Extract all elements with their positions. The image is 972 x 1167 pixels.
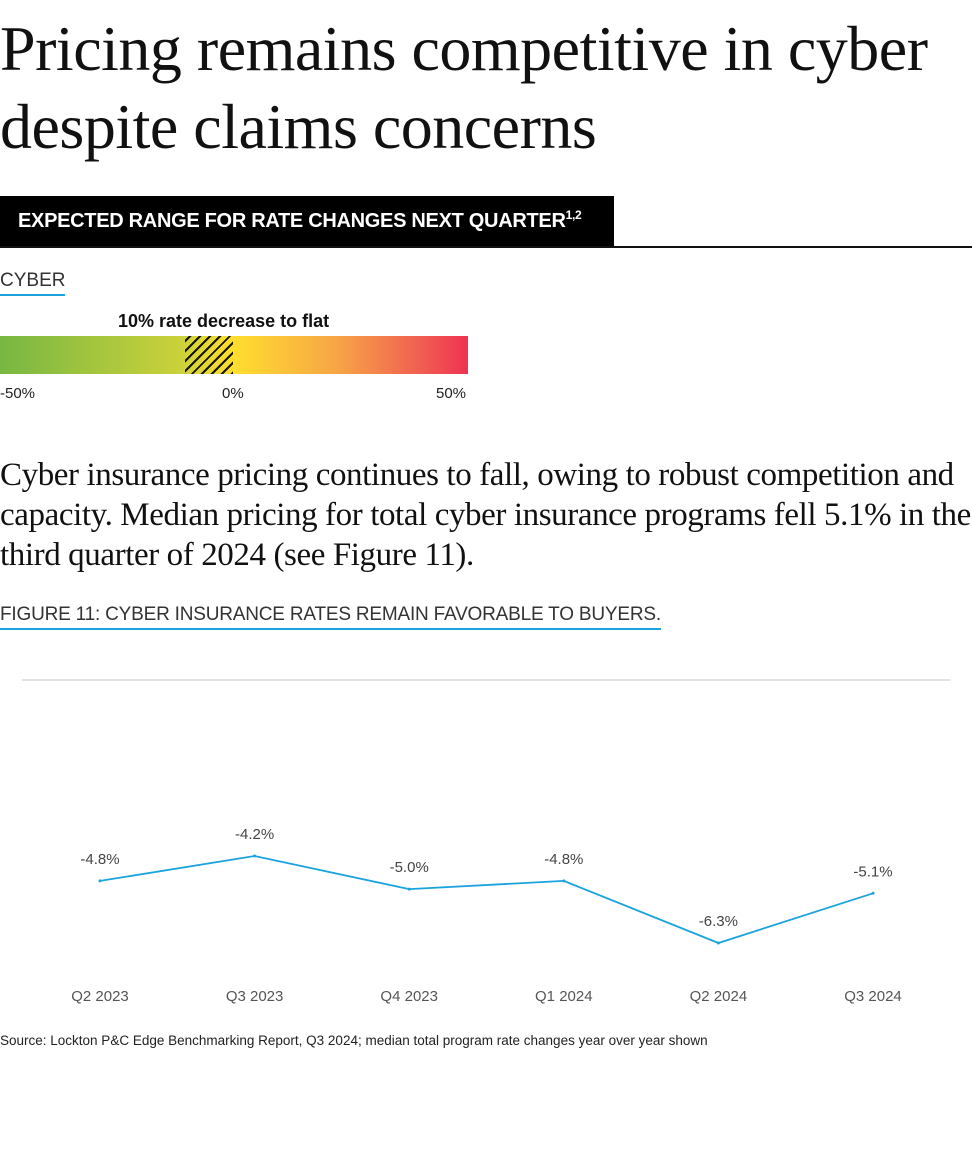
x-tick-label: Q2 2023 <box>71 988 129 1005</box>
data-label: -5.0% <box>390 859 429 876</box>
x-tick-label: Q4 2023 <box>380 988 438 1005</box>
x-tick-label: Q2 2024 <box>690 988 748 1005</box>
data-label: -5.1% <box>853 863 892 880</box>
x-tick-label: Q1 2024 <box>535 988 593 1005</box>
scale-tick-max: 50% <box>436 385 467 402</box>
section-banner: EXPECTED RANGE FOR RATE CHANGES NEXT QUA… <box>0 196 614 247</box>
data-point <box>253 854 257 858</box>
series-line <box>99 855 874 944</box>
body-paragraph: Cyber insurance pricing continues to fal… <box>0 457 971 573</box>
data-point <box>98 879 102 883</box>
scale-tick-min: -50% <box>0 385 36 402</box>
data-point <box>562 879 566 883</box>
page-title: Pricing remains competitive in cyber des… <box>0 13 928 162</box>
expected-range-hatch <box>185 336 233 374</box>
data-point <box>716 941 720 945</box>
data-label: -4.2% <box>235 826 274 843</box>
x-tick-label: Q3 2024 <box>844 988 902 1005</box>
cyber-label: CYBER <box>0 269 66 296</box>
banner-footnote-ref: 1,2 <box>565 208 582 222</box>
x-tick-label: Q3 2023 <box>226 988 284 1005</box>
data-label: -6.3% <box>699 913 738 930</box>
data-label: -4.8% <box>80 851 119 868</box>
divider-rule <box>0 246 972 248</box>
data-label: -4.8% <box>544 851 583 868</box>
data-point <box>407 887 411 891</box>
range-label: 10% rate decrease to flat <box>118 311 330 331</box>
line-chart: -4.8% -4.2% -5.0% -4.8% -6.3% -5.1% Q2 2023 Q3… <box>22 679 950 1005</box>
figure-label: FIGURE 11: CYBER INSURANCE RATES REMAIN … <box>0 603 661 630</box>
rate-gradient-bar <box>0 336 468 374</box>
banner-text: EXPECTED RANGE FOR RATE CHANGES NEXT QUA… <box>18 210 566 232</box>
source-note: Source: Lockton P&C Edge Benchmarking Re… <box>0 1033 708 1048</box>
data-point <box>871 891 875 895</box>
scale-tick-zero: 0% <box>222 385 244 402</box>
